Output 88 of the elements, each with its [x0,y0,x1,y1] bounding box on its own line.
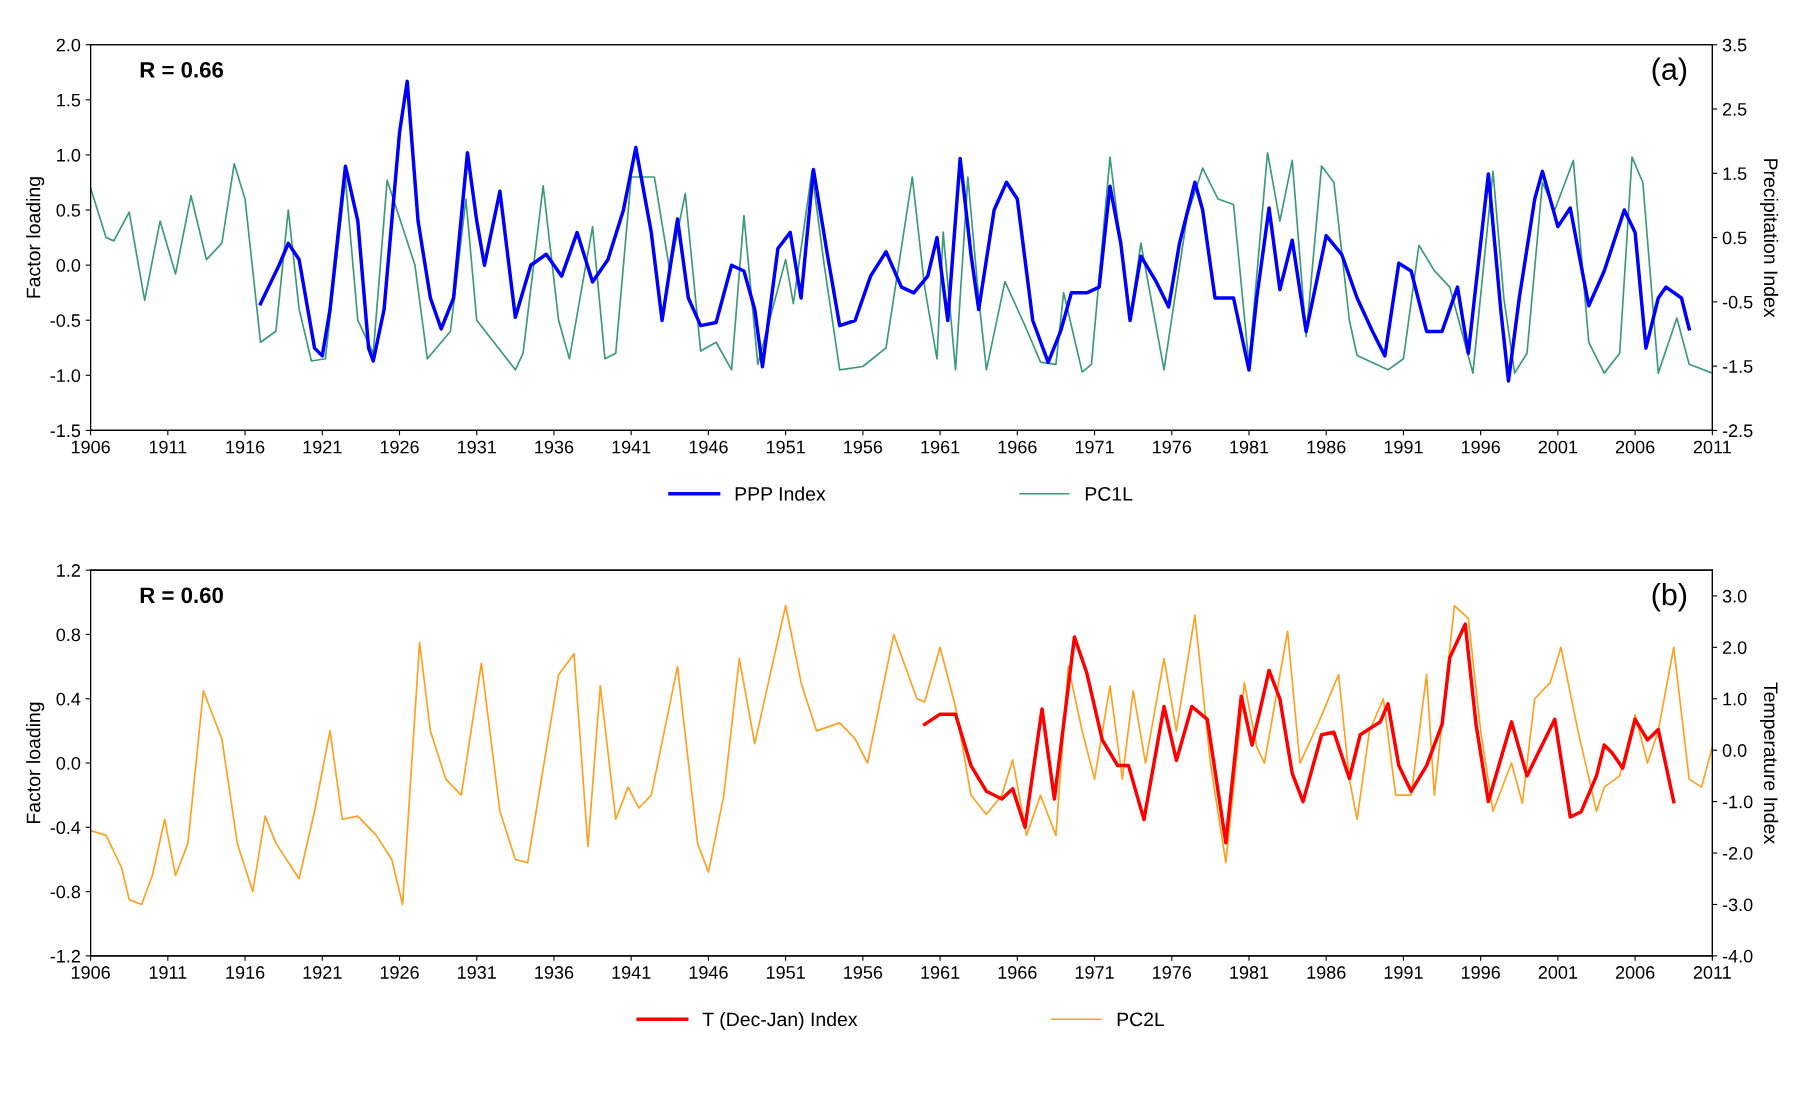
y-tick-label: -0.5 [50,314,81,327]
y2-tick-label: 1.0 [1723,692,1747,706]
y2-tick-label: -4.0 [1722,949,1753,963]
y2-tick-label: 2.5 [1722,102,1747,116]
x-tick-label: 1946 [689,966,728,979]
x-tick-label: 1961 [921,966,960,979]
x-tick-label: 1926 [380,440,419,454]
x-tick-label: 2006 [1615,440,1655,454]
y2-tick-label: -3.0 [1722,898,1753,912]
x-tick-label: 1926 [380,966,419,979]
x-tick-label: 1976 [1153,966,1192,979]
y-tick-label: 0.8 [56,628,81,642]
x-tick-label: 1991 [1384,966,1423,979]
x-tick-label: 1951 [766,966,805,979]
x-tick-label: 2001 [1538,966,1578,979]
legend-label: PPP Index [735,486,826,501]
y-axis-title: Factor loading [26,702,45,824]
y2-tick-label: -2.0 [1722,846,1753,860]
line-series [90,151,1713,374]
annotation: R = 0.60 [140,587,223,604]
x-tick-label: 1941 [612,966,651,979]
x-tick-label: 1966 [998,966,1037,979]
x-tick-label: 2011 [1693,966,1731,979]
x-tick-label: 1921 [303,440,342,454]
x-tick-label: 1981 [1230,440,1269,454]
y-tick-label: 0.0 [56,756,81,770]
x-tick-label: 1966 [998,440,1037,454]
x-tick-label: 1996 [1461,966,1500,979]
y2-tick-label: -1.0 [1722,795,1753,809]
y-tick-label: -0.4 [50,821,81,835]
x-tick-label: 1981 [1230,966,1269,979]
y2-tick-label: 0.5 [1722,231,1747,245]
y-tick-label: 0.5 [56,203,81,217]
y-tick-label: -1.5 [50,424,81,438]
x-tick-label: 2006 [1615,966,1655,979]
x-tick-label: 2011 [1693,440,1731,454]
x-tick-label: 1956 [844,440,883,454]
annotation: (b) [1652,582,1687,612]
x-tick-label: 1911 [149,440,187,454]
y2-tick-label: 1.5 [1723,167,1747,181]
y-tick-label: -0.8 [50,885,81,899]
x-tick-label: 1956 [844,966,883,979]
x-tick-label: 1986 [1307,966,1346,979]
x-tick-label: 1916 [226,440,265,454]
x-tick-label: 1906 [71,440,110,454]
x-tick-label: 1971 [1075,966,1114,979]
annotation: (a) [1652,57,1687,86]
x-tick-label: 1951 [766,440,805,454]
x-tick-label: 1936 [535,440,574,454]
y2-tick-label: -1.5 [1722,360,1753,373]
legend-label: PC2L [1117,1012,1165,1027]
y2-axis-title: Temperature Index [1760,682,1779,844]
y2-tick-label: 0.0 [1722,744,1747,757]
x-tick-label: 1921 [303,966,342,979]
x-tick-label: 1931 [458,440,496,454]
x-tick-label: 1916 [226,966,265,979]
y-axis-title: Factor loading [26,177,45,298]
x-tick-label: 1936 [535,966,574,979]
x-tick-label: 2001 [1538,440,1578,454]
y-tick-label: 2.0 [56,38,81,52]
x-tick-label: 1961 [921,440,960,454]
y2-tick-label: 3.5 [1722,38,1747,52]
x-tick-label: 1906 [71,966,110,979]
x-tick-label: 1976 [1153,440,1192,454]
annotation: R = 0.66 [140,61,224,78]
x-tick-label: 1931 [458,966,496,979]
x-tick-label: 1986 [1307,440,1346,454]
y2-tick-label: -2.5 [1722,424,1753,438]
y2-tick-label: -0.5 [1722,295,1753,309]
x-tick-label: 1946 [689,440,728,454]
line-series [922,622,1676,845]
y2-axis-title: Precipitation Index [1760,159,1779,318]
y-tick-label: 1.0 [57,148,81,162]
y-tick-label: -1.0 [50,369,81,383]
y2-tick-label: 2.0 [1722,641,1747,655]
y2-tick-label: 3.0 [1722,589,1747,603]
y-tick-label: -1.2 [50,949,80,963]
y-tick-label: 0.0 [56,259,81,272]
legend-label: T (Dec-Jan) Index [702,1011,858,1031]
y-tick-label: 1.5 [57,93,81,107]
x-tick-label: 1996 [1461,440,1500,454]
legend-label: PC1L [1085,487,1133,501]
y-tick-label: 1.2 [57,564,80,577]
y-tick-label: 0.4 [56,692,81,706]
x-tick-label: 1991 [1384,440,1423,454]
x-tick-label: 1971 [1075,440,1114,454]
x-tick-label: 1911 [149,966,187,979]
x-tick-label: 1941 [612,440,651,454]
